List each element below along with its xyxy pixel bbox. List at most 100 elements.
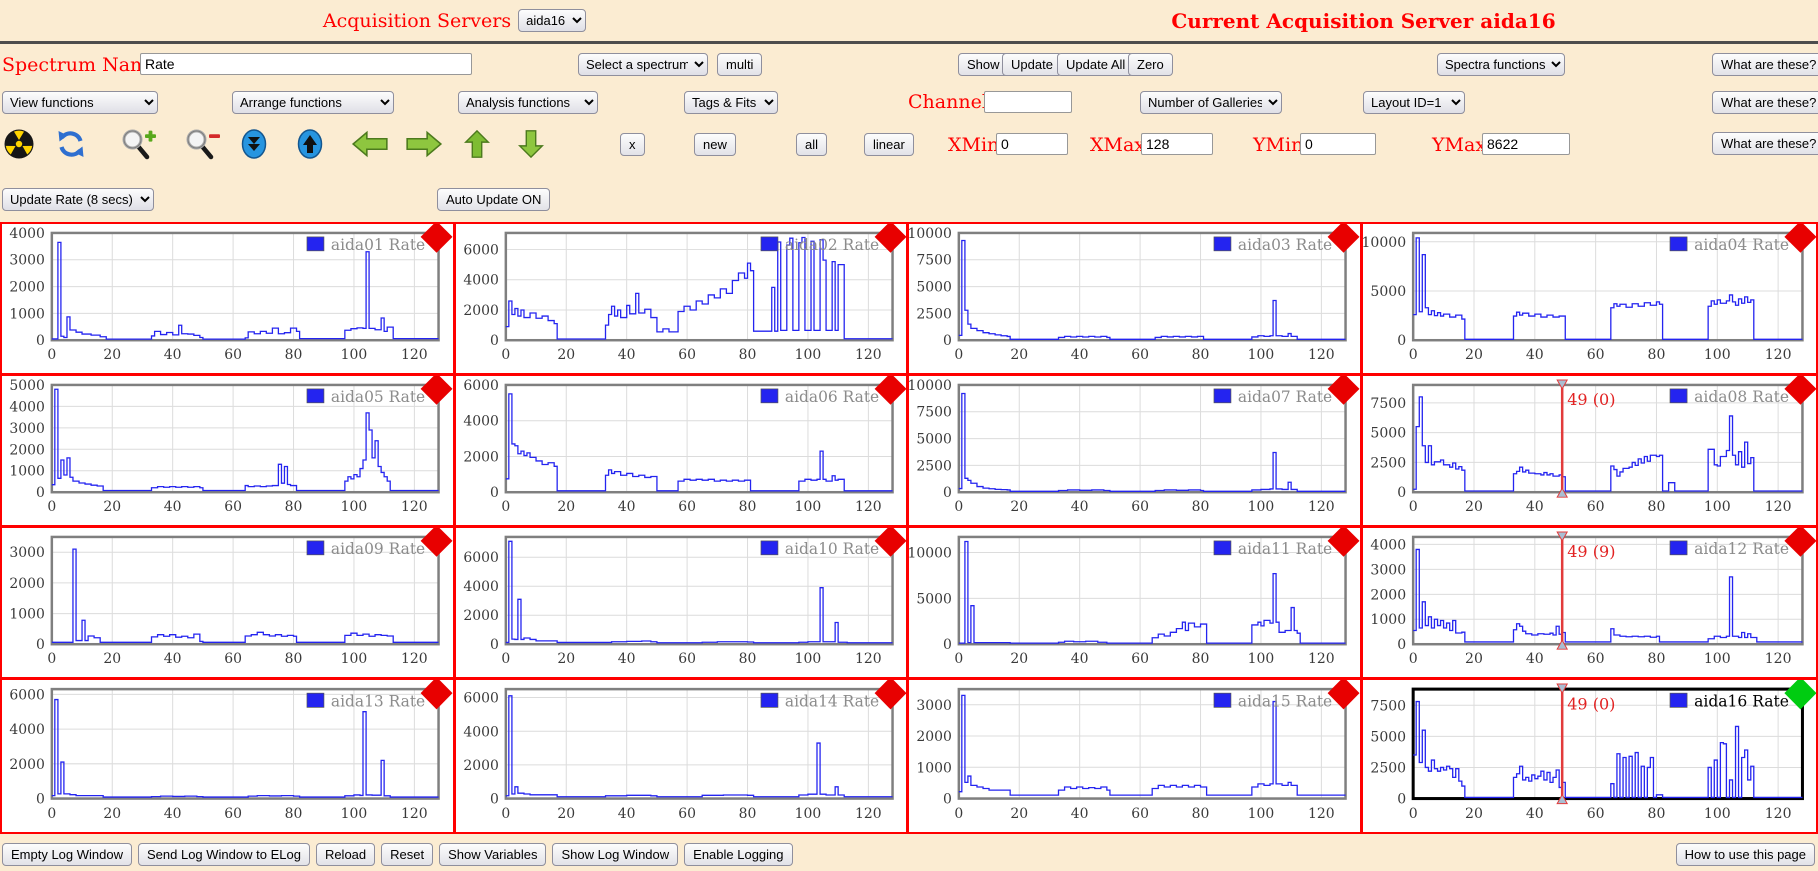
view-functions-dropdown[interactable]: View functions <box>2 91 158 114</box>
spectrum-panel-aida13[interactable]: 0 2000 4000 6000 0 20 40 60 80 100 120 aida13 Rate <box>2 680 456 832</box>
xmin-input[interactable] <box>996 133 1068 155</box>
what-are-these-button-2[interactable]: What are these? <box>1712 91 1818 114</box>
svg-text:40: 40 <box>1525 806 1543 822</box>
spectrum-panel-aida12[interactable]: 0 1000 2000 3000 4000 0 20 40 60 80 100 120 49 (9) ai… <box>1362 528 1816 680</box>
svg-text:100: 100 <box>794 651 821 667</box>
spectra-functions-dropdown[interactable]: Spectra functions <box>1437 53 1565 76</box>
svg-text:20: 20 <box>103 347 121 363</box>
spectrum-panel-aida11[interactable]: 0 5000 10000 0 20 40 60 80 100 120 aida11 Rate <box>909 528 1363 680</box>
svg-text:80: 80 <box>285 651 303 667</box>
spectrum-panel-aida06[interactable]: 0 2000 4000 6000 0 20 40 60 80 100 120 aida06 Rate <box>455 376 909 528</box>
svg-text:20: 20 <box>1010 651 1028 667</box>
svg-text:120: 120 <box>1308 499 1335 515</box>
what-are-these-button-3[interactable]: What are these? <box>1712 132 1818 155</box>
empty-log-window-button[interactable]: Empty Log Window <box>2 843 132 866</box>
svg-text:60: 60 <box>1131 806 1149 822</box>
spectrum-panel-aida07[interactable]: 0 2500 5000 7500 10000 0 20 40 60 80 100 120 aida07 … <box>909 376 1363 528</box>
arrange-functions-dropdown[interactable]: Arrange functions <box>232 91 394 114</box>
ymax-input[interactable] <box>1482 133 1570 155</box>
refresh-icon[interactable] <box>54 128 88 160</box>
spectrum-panel-aida01[interactable]: 0 1000 2000 3000 4000 0 20 40 60 80 100 120 aida01 R… <box>2 224 456 376</box>
xmax-label: XMax <box>1090 134 1146 156</box>
what-are-these-button-1[interactable]: What are these? <box>1712 53 1818 76</box>
channel-input[interactable] <box>984 91 1072 113</box>
enable-logging-button[interactable]: Enable Logging <box>684 843 793 866</box>
svg-text:2500: 2500 <box>916 458 951 474</box>
spectrum-panel-aida09[interactable]: 0 1000 2000 3000 0 20 40 60 80 100 120 aida09 Rate <box>2 528 456 680</box>
zoom-in-icon[interactable] <box>120 128 158 160</box>
show-variables-button[interactable]: Show Variables <box>439 843 547 866</box>
pan-left-icon[interactable] <box>350 128 390 160</box>
new-button[interactable]: new <box>694 133 736 156</box>
svg-text:0: 0 <box>954 651 963 667</box>
pan-down-icon[interactable] <box>516 128 546 160</box>
spectrum-panel-aida14[interactable]: 0 2000 4000 6000 0 20 40 60 80 100 120 aida14 Rate <box>455 680 909 832</box>
spectrum-panel-aida05[interactable]: 0 1000 2000 3000 4000 5000 0 20 40 60 80 100 120 aida… <box>2 376 456 528</box>
number-of-galleries-dropdown[interactable]: Number of Galleries <box>1140 91 1282 114</box>
pan-up-icon[interactable] <box>462 128 492 160</box>
how-to-use-button[interactable]: How to use this page <box>1675 843 1815 866</box>
svg-text:40: 40 <box>164 347 182 363</box>
spectrum-panel-aida04[interactable]: 0 5000 10000 0 20 40 60 80 100 120 aida04 Rate <box>1362 224 1816 376</box>
show-log-window-button[interactable]: Show Log Window <box>552 843 679 866</box>
reload-button[interactable]: Reload <box>315 843 376 866</box>
svg-text:100: 100 <box>341 651 368 667</box>
spectrum-panel-aida16[interactable]: 0 2500 5000 7500 0 20 40 60 80 100 120 49 (0) aida16… <box>1362 680 1816 832</box>
x-axis-button[interactable]: x <box>620 133 645 156</box>
collapse-down-icon[interactable] <box>240 128 268 160</box>
svg-text:120: 120 <box>401 806 428 822</box>
svg-text:100: 100 <box>1248 806 1275 822</box>
svg-text:1000: 1000 <box>9 306 44 322</box>
svg-text:3000: 3000 <box>9 253 44 269</box>
spectrum-panel-aida02[interactable]: 0 2000 4000 6000 0 20 40 60 80 100 120 aida02 Rate <box>455 224 909 376</box>
spectrum-name-input[interactable] <box>140 53 472 75</box>
svg-text:0: 0 <box>501 347 510 363</box>
update-rate-dropdown[interactable]: Update Rate (8 secs) <box>2 188 154 211</box>
reset-button[interactable]: Reset <box>381 843 434 866</box>
svg-text:0: 0 <box>501 499 510 515</box>
radiation-icon[interactable] <box>2 128 36 160</box>
auto-update-button[interactable]: Auto Update ON <box>437 188 551 211</box>
svg-text:60: 60 <box>1586 347 1604 363</box>
update-button[interactable]: Update <box>1002 53 1062 76</box>
layout-id-dropdown[interactable]: Layout ID=1 <box>1363 91 1465 114</box>
svg-text:40: 40 <box>1071 499 1089 515</box>
svg-text:40: 40 <box>164 806 182 822</box>
svg-text:120: 120 <box>1764 651 1791 667</box>
show-button[interactable]: Show <box>958 53 1009 76</box>
svg-text:3000: 3000 <box>916 698 952 714</box>
svg-text:0: 0 <box>47 651 56 667</box>
svg-text:20: 20 <box>557 651 575 667</box>
ymin-input[interactable] <box>1300 133 1376 155</box>
spectrum-panel-aida10[interactable]: 0 2000 4000 6000 0 20 40 60 80 100 120 aida10 Rate <box>455 528 909 680</box>
acquisition-servers-label: Acquisition Servers <box>322 9 512 32</box>
current-server-group: Current Acquisition Server aida16 <box>909 0 1818 41</box>
xmax-input[interactable] <box>1141 133 1213 155</box>
svg-text:10000: 10000 <box>909 546 952 562</box>
expand-up-icon[interactable] <box>296 128 324 160</box>
multi-button[interactable]: multi <box>717 53 763 76</box>
svg-text:0: 0 <box>943 485 952 501</box>
svg-text:aida11 Rate: aida11 Rate <box>1238 540 1332 558</box>
acquisition-server-select[interactable]: aida16 <box>518 9 587 32</box>
select-spectrum-dropdown[interactable]: Select a spectrum <box>578 53 708 76</box>
spectrum-panel-aida15[interactable]: 0 1000 2000 3000 0 20 40 60 80 100 120 aida15 Rate <box>909 680 1363 832</box>
send-log-to-elog-button[interactable]: Send Log Window to ELog <box>138 843 310 866</box>
update-all-button[interactable]: Update All <box>1057 53 1135 76</box>
svg-text:aida01 Rate: aida01 Rate <box>331 236 425 254</box>
svg-text:49 (0): 49 (0) <box>1567 694 1615 713</box>
all-button[interactable]: all <box>796 133 828 156</box>
spectrum-panel-aida03[interactable]: 0 2500 5000 7500 10000 0 20 40 60 80 100 120 aida03 … <box>909 224 1363 376</box>
zoom-out-icon[interactable] <box>184 128 222 160</box>
svg-text:60: 60 <box>224 806 242 822</box>
svg-text:20: 20 <box>1010 347 1028 363</box>
analysis-functions-dropdown[interactable]: Analysis functions <box>458 91 598 114</box>
svg-text:aida15 Rate: aida15 Rate <box>1238 692 1332 710</box>
svg-text:7500: 7500 <box>916 405 951 421</box>
spectrum-panel-aida08[interactable]: 0 2500 5000 7500 0 20 40 60 80 100 120 49 (0) aida08… <box>1362 376 1816 528</box>
svg-text:4000: 4000 <box>463 724 499 740</box>
linear-button[interactable]: linear <box>864 133 914 156</box>
tags-fits-dropdown[interactable]: Tags & Fits <box>684 91 778 114</box>
pan-right-icon[interactable] <box>404 128 444 160</box>
zero-button[interactable]: Zero <box>1128 53 1173 76</box>
